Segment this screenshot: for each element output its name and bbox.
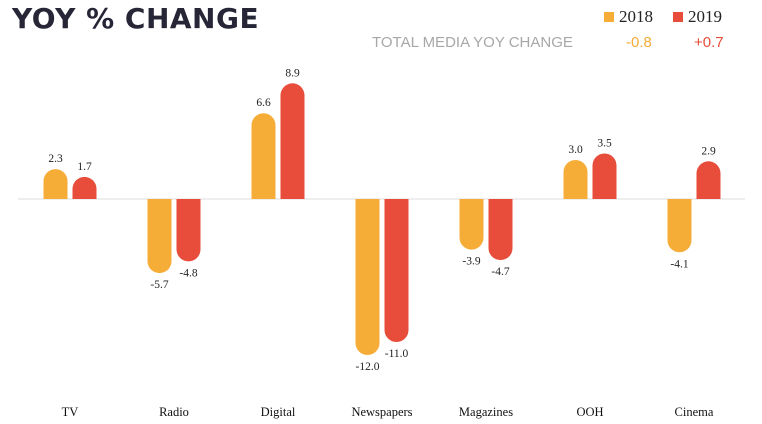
category-label-radio: Radio — [159, 405, 189, 419]
data-label-tv-2019: 1.7 — [77, 161, 92, 173]
category-label-cinema: Cinema — [675, 405, 714, 419]
legend-swatch-2018 — [604, 12, 614, 22]
data-label-digital-2019: 8.9 — [285, 67, 300, 79]
category-label-digital: Digital — [261, 405, 296, 419]
bar-ooh-2019 — [592, 153, 617, 199]
category-label-magazines: Magazines — [459, 405, 513, 419]
data-label-newspapers-2019: -11.0 — [385, 348, 409, 360]
total-media-change-label: TOTAL MEDIA YOY CHANGE — [372, 34, 573, 51]
category-label-tv: TV — [62, 405, 79, 419]
legend-swatch-2019 — [673, 12, 683, 22]
data-label-cinema-2018: -4.1 — [670, 258, 688, 270]
bar-digital-2018 — [251, 113, 276, 199]
data-label-tv-2018: 2.3 — [48, 153, 63, 165]
data-label-digital-2018: 6.6 — [256, 97, 271, 109]
legend-item-2019: 2019 — [673, 7, 722, 27]
data-label-magazines-2019: -4.7 — [491, 266, 509, 278]
bar-tv-2019 — [72, 176, 97, 199]
bar-magazines-2018 — [459, 199, 484, 250]
legend-label-2018: 2018 — [619, 7, 653, 26]
bar-radio-2019 — [176, 199, 201, 262]
data-label-ooh-2019: 3.5 — [597, 138, 612, 150]
legend-label-2019: 2019 — [688, 7, 722, 26]
category-label-ooh: OOH — [576, 405, 603, 419]
data-label-newspapers-2018: -12.0 — [356, 361, 380, 373]
total-media-change: TOTAL MEDIA YOY CHANGE -0.8 +0.7 — [372, 34, 724, 51]
total-2019-value: +0.7 — [694, 34, 724, 51]
data-label-radio-2018: -5.7 — [150, 279, 168, 291]
bar-tv-2018 — [43, 169, 68, 199]
bar-magazines-2019 — [488, 199, 513, 261]
data-label-radio-2019: -4.8 — [179, 267, 197, 279]
bar-digital-2019 — [280, 83, 305, 199]
legend: 2018 2019 — [604, 7, 722, 27]
data-label-magazines-2018: -3.9 — [462, 256, 480, 268]
bar-radio-2018 — [147, 199, 172, 274]
bar-ooh-2018 — [563, 160, 588, 199]
data-label-cinema-2019: 2.9 — [701, 145, 716, 157]
category-label-newspapers: Newspapers — [351, 405, 412, 419]
bar-cinema-2019 — [696, 161, 721, 199]
chart-title: YOY % CHANGE — [12, 2, 260, 35]
legend-item-2018: 2018 — [604, 7, 653, 27]
bar-newspapers-2019 — [384, 199, 409, 342]
data-label-ooh-2018: 3.0 — [568, 144, 583, 156]
bar-cinema-2018 — [667, 199, 692, 253]
bar-newspapers-2018 — [355, 199, 380, 355]
total-2018-value: -0.8 — [626, 34, 652, 51]
